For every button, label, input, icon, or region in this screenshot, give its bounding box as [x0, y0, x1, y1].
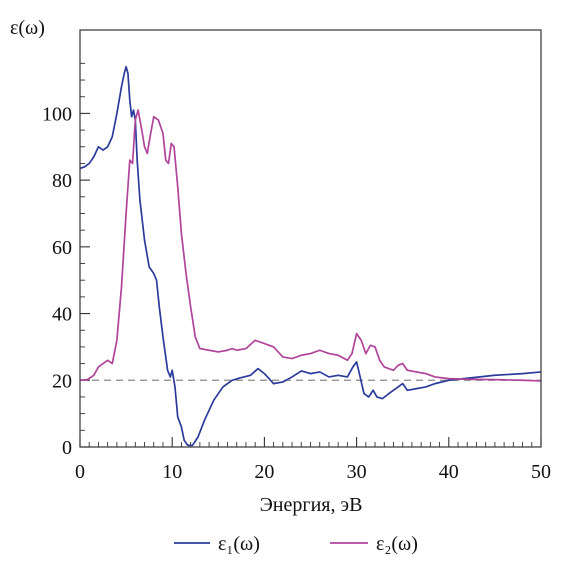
series-layer — [79, 65, 542, 447]
legend-label-eps1: ε₁(ω) — [218, 533, 260, 555]
y-tick-label: 0 — [62, 437, 72, 459]
x-axis-title: Энергия, эВ — [260, 494, 363, 516]
y-tick-label: 20 — [52, 370, 72, 392]
x-tick-label: 20 — [254, 461, 274, 483]
major-ticks — [79, 112, 542, 448]
y-tick-label: 80 — [52, 170, 72, 192]
x-tick-label: 40 — [439, 461, 459, 483]
y-tick-label: 100 — [42, 103, 72, 125]
x-tick-label: 30 — [347, 461, 367, 483]
series-line-1 — [79, 65, 542, 447]
legend: ε₁(ω) ε₂(ω) — [174, 533, 418, 555]
y-axis-title: ε(ω) — [10, 17, 45, 39]
legend-label-eps2: ε₂(ω) — [376, 533, 418, 555]
series-line-2 — [79, 109, 542, 382]
y-tick-label: 40 — [52, 304, 72, 326]
y-tick-label: 60 — [52, 237, 72, 259]
plot-frame — [79, 29, 542, 448]
x-tick-label: 0 — [75, 461, 85, 483]
x-tick-label: 10 — [162, 461, 182, 483]
minor-ticks — [80, 62, 533, 447]
x-tick-label: 50 — [531, 461, 551, 483]
tick-labels: 0 10 20 30 40 50 0 20 40 60 80 100 — [42, 103, 551, 483]
